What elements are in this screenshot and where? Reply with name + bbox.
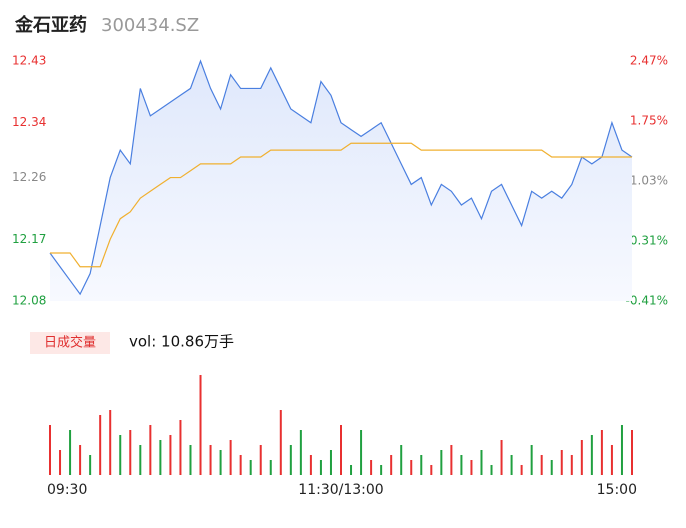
volume-bar	[249, 460, 252, 475]
volume-bar	[139, 445, 142, 475]
volume-bar	[520, 465, 523, 475]
volume-bar	[69, 430, 72, 475]
volume-bar	[259, 445, 262, 475]
y-tick-label: 12.17	[12, 232, 46, 246]
x-tick-label: 15:00	[597, 482, 637, 498]
volume-summary: vol: 10.86万手	[129, 333, 234, 351]
volume-bar	[570, 455, 573, 475]
volume-bar	[350, 465, 353, 475]
volume-bar	[109, 410, 112, 475]
volume-bar	[460, 455, 463, 475]
y2-tick-label: 2.47%	[630, 54, 668, 68]
volume-bar	[309, 455, 312, 475]
average-line	[50, 142, 632, 268]
volume-bar	[229, 440, 232, 475]
volume-bar	[289, 445, 292, 475]
volume-bar	[89, 455, 92, 475]
volume-bar	[631, 430, 633, 475]
volume-bar	[550, 460, 553, 475]
y2-tick-label: 1.03%	[630, 174, 668, 188]
price-area	[50, 61, 632, 301]
volume-bar	[510, 455, 513, 475]
volume-bar	[189, 445, 192, 475]
volume-bar	[580, 440, 583, 475]
volume-bar	[319, 460, 322, 475]
volume-bar	[530, 445, 533, 475]
volume-bar	[480, 450, 483, 475]
volume-bar	[450, 445, 453, 475]
volume-bar	[99, 415, 102, 475]
y-tick-label: 12.34	[12, 115, 46, 129]
volume-bar	[610, 445, 613, 475]
volume-bar	[380, 465, 383, 475]
volume-tag-bg	[30, 332, 110, 354]
volume-bar	[149, 425, 152, 475]
volume-bar	[620, 425, 623, 475]
price-line	[49, 59, 633, 296]
volume-bar	[119, 435, 122, 475]
volume-bar	[59, 450, 62, 475]
stock-name: 金石亚药	[14, 14, 87, 36]
y2-tick-label: 1.75%	[630, 114, 668, 128]
volume-bar	[500, 440, 503, 475]
volume-bar	[600, 430, 603, 475]
volume-bar	[410, 460, 413, 475]
volume-bar	[490, 465, 493, 475]
y2-tick-label: -0.41%	[626, 294, 668, 308]
volume-bar	[430, 465, 433, 475]
volume-bar	[299, 430, 302, 475]
volume-bar	[400, 445, 403, 475]
volume-bar	[370, 460, 373, 475]
volume-bar	[199, 375, 202, 475]
volume-bar	[179, 420, 182, 475]
volume-bar	[209, 445, 212, 475]
volume-bar	[390, 455, 393, 475]
volume-bar	[360, 430, 363, 475]
volume-bar	[269, 460, 272, 475]
volume-bar	[329, 450, 332, 475]
volume-bar	[219, 450, 222, 475]
volume-bar	[79, 445, 82, 475]
volume-bar	[129, 430, 132, 475]
volume-bar	[560, 450, 563, 475]
volume-bar	[159, 440, 162, 475]
volume-bar	[49, 425, 51, 475]
volume-bar	[590, 435, 593, 475]
volume-bar	[470, 460, 473, 475]
volume-bar	[340, 425, 342, 475]
y-tick-label: 12.43	[12, 54, 46, 68]
x-tick-label: 09:30	[47, 482, 87, 498]
volume-bar	[440, 450, 443, 475]
y2-tick-label: 0.31%	[630, 234, 668, 248]
volume-bar	[540, 455, 543, 475]
volume-tag: 日成交量	[44, 335, 96, 351]
y-tick-label: 12.08	[12, 294, 46, 308]
y-tick-label: 12.26	[12, 170, 46, 184]
volume-bar	[279, 410, 282, 475]
volume-bar	[239, 455, 242, 475]
volume-bar	[420, 455, 423, 475]
x-tick-label: 11:30/13:00	[298, 482, 383, 498]
stock-code: 300434.SZ	[101, 15, 199, 36]
volume-bar	[169, 435, 172, 475]
